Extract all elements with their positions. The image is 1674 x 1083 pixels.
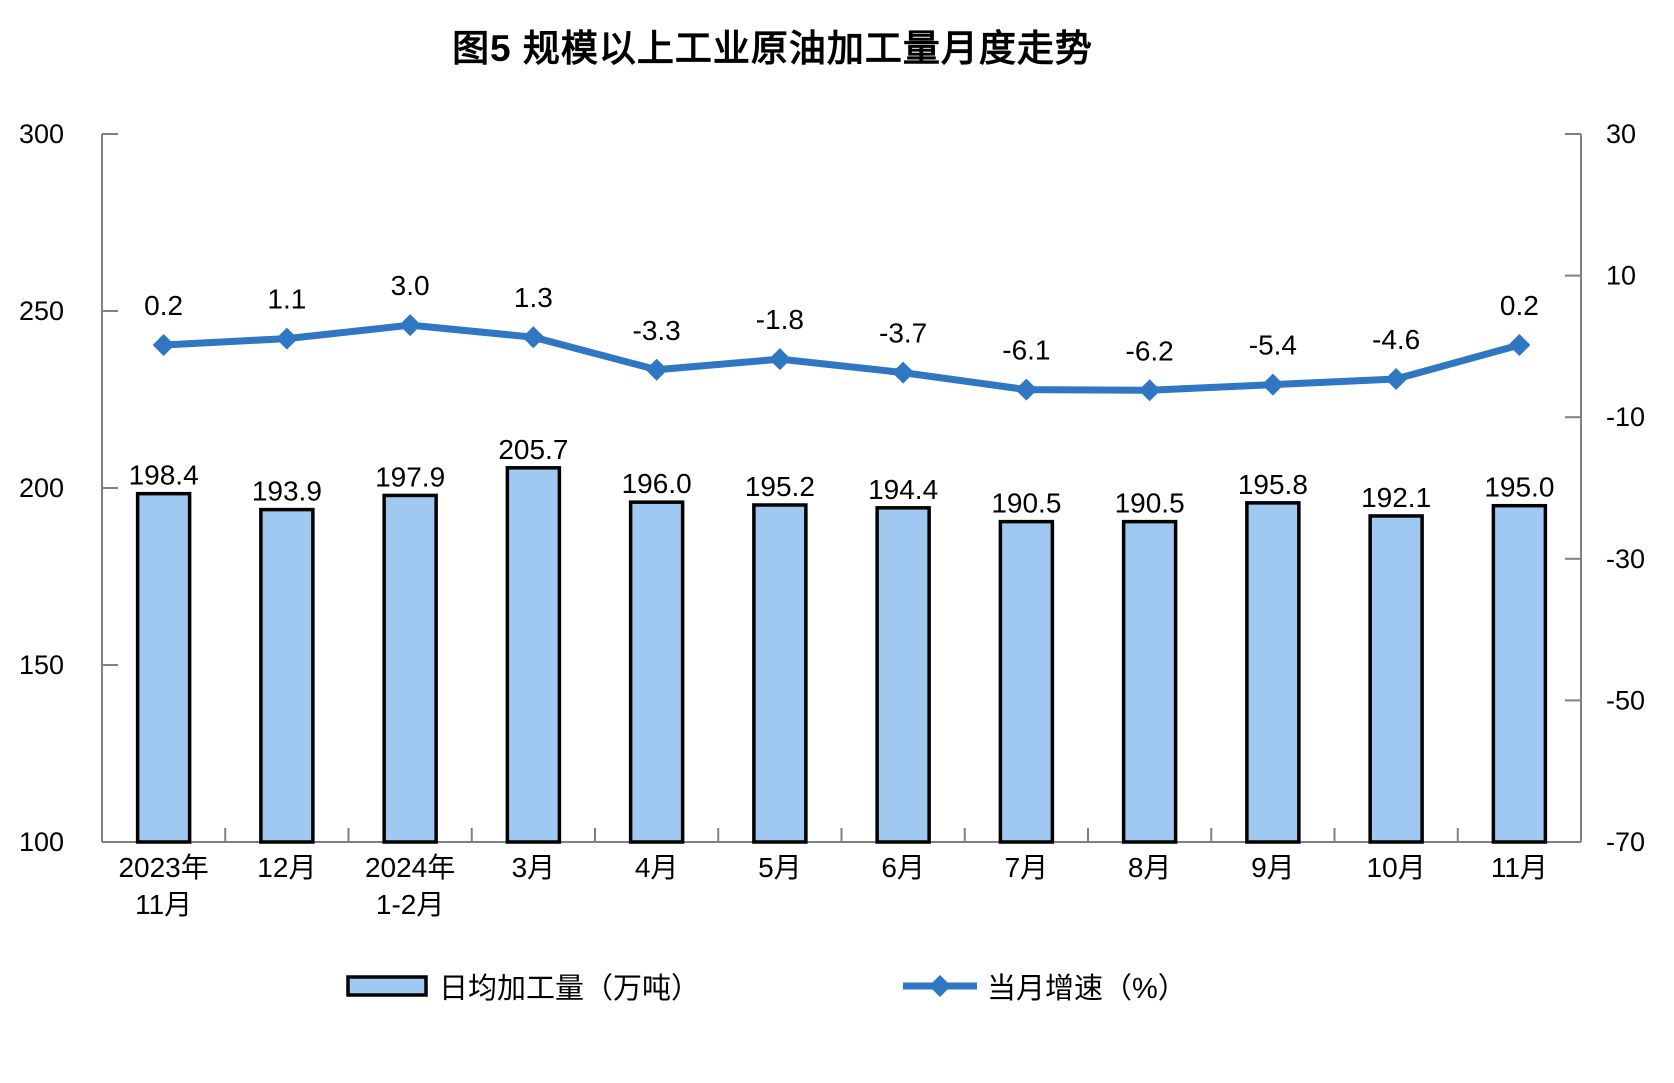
diamond-marker-icon	[522, 326, 545, 349]
svg-text:195.2: 195.2	[745, 471, 815, 502]
svg-text:8月: 8月	[1128, 852, 1172, 883]
svg-text:10: 10	[1606, 261, 1636, 291]
diamond-marker-icon	[768, 348, 791, 371]
bar	[752, 503, 808, 844]
svg-text:30: 30	[1606, 119, 1636, 149]
svg-text:10月: 10月	[1367, 852, 1426, 883]
svg-text:-6.1: -6.1	[1002, 335, 1050, 366]
svg-text:11月: 11月	[1491, 852, 1548, 883]
chart-legend: 日均加工量（万吨） 当月增速（%）	[0, 966, 1674, 1010]
svg-text:-3.3: -3.3	[633, 315, 681, 346]
svg-text:7月: 7月	[1005, 852, 1049, 883]
svg-text:200: 200	[19, 473, 64, 503]
svg-text:-4.6: -4.6	[1372, 324, 1420, 355]
svg-text:190.5: 190.5	[991, 488, 1061, 519]
line-markers	[152, 314, 1531, 402]
bar	[1245, 501, 1301, 844]
svg-text:-10: -10	[1606, 402, 1645, 432]
bar	[259, 507, 315, 844]
diamond-marker-icon	[892, 361, 915, 384]
bar	[998, 519, 1055, 844]
bar	[1368, 514, 1424, 844]
chart-title: 图5 规模以上工业原油加工量月度走势	[452, 28, 1093, 69]
svg-text:-1.8: -1.8	[756, 304, 804, 335]
legend-line-label: 当月增速（%）	[987, 973, 1187, 1005]
svg-text:1.3: 1.3	[514, 282, 553, 313]
svg-text:3.0: 3.0	[391, 270, 430, 301]
bar-value-labels: 198.4 193.9 197.9 205.7 196.0 195.2 194.4 190.5…	[129, 434, 1555, 519]
svg-text:198.4: 198.4	[129, 460, 199, 491]
svg-text:190.5: 190.5	[1115, 488, 1185, 519]
svg-text:196.0: 196.0	[622, 468, 692, 499]
diamond-marker-icon	[399, 314, 422, 337]
svg-text:250: 250	[19, 296, 64, 326]
bars-group	[135, 466, 1548, 844]
svg-text:6月: 6月	[881, 852, 925, 883]
svg-text:100: 100	[19, 827, 64, 857]
diamond-marker-icon	[275, 327, 298, 350]
svg-text:0.2: 0.2	[144, 290, 183, 321]
legend-line-item: 当月增速（%）	[903, 966, 1187, 1006]
svg-text:-30: -30	[1606, 544, 1645, 574]
svg-text:205.7: 205.7	[498, 434, 568, 465]
bar	[1121, 519, 1178, 844]
svg-text:195.0: 195.0	[1484, 472, 1554, 503]
x-category-labels: 2023年 11月 12月 2024年 1-2月 3月 4月 5月 6月 7月 8月 9月 10月 11月	[118, 852, 1547, 920]
bar	[505, 466, 562, 844]
diamond-marker-icon	[1261, 373, 1284, 396]
line-series-swatch-icon	[903, 975, 977, 997]
svg-text:-70: -70	[1606, 827, 1645, 857]
svg-text:-5.4: -5.4	[1249, 330, 1297, 361]
svg-text:3月: 3月	[512, 852, 556, 883]
svg-text:194.4: 194.4	[868, 474, 938, 505]
legend-bar-label: 日均加工量（万吨）	[439, 973, 701, 1005]
right-axis-labels: 30 10 -10 -30 -50 -70	[1606, 119, 1645, 857]
svg-text:0.2: 0.2	[1500, 290, 1539, 321]
svg-text:12月: 12月	[257, 852, 316, 883]
left-axis-labels: 300 250 200 150 100	[19, 119, 64, 857]
svg-text:-3.7: -3.7	[879, 318, 927, 349]
axes	[101, 133, 1582, 843]
diamond-marker-icon	[1138, 379, 1161, 402]
svg-text:9月: 9月	[1251, 852, 1295, 883]
diamond-marker-icon	[1508, 333, 1531, 356]
bar-series-swatch-icon	[346, 975, 428, 997]
svg-text:300: 300	[19, 119, 64, 149]
svg-text:5月: 5月	[758, 852, 802, 883]
svg-text:4月: 4月	[635, 852, 679, 883]
legend-bar-item: 日均加工量（万吨）	[345, 966, 700, 1006]
diamond-marker-icon	[1015, 378, 1038, 401]
svg-text:1.1: 1.1	[267, 284, 306, 315]
bar	[1491, 503, 1548, 844]
growth-line	[160, 321, 1523, 394]
bar	[382, 493, 438, 844]
diamond-marker-icon	[152, 333, 175, 356]
svg-text:-6.2: -6.2	[1126, 335, 1174, 366]
svg-text:193.9: 193.9	[252, 476, 322, 507]
bar	[135, 491, 192, 844]
svg-text:-50: -50	[1606, 685, 1645, 715]
svg-text:192.1: 192.1	[1361, 482, 1431, 513]
diamond-marker-icon	[645, 358, 668, 381]
svg-text:197.9: 197.9	[375, 461, 445, 492]
svg-text:150: 150	[19, 650, 64, 680]
bar	[628, 500, 685, 844]
diamond-marker-icon	[1385, 367, 1408, 390]
line-value-labels: 0.2 1.1 3.0 1.3 -3.3 -1.8 -3.7 -6.1 -6.2 -5.4 -4.6…	[144, 270, 1539, 366]
svg-text:195.8: 195.8	[1238, 469, 1308, 500]
bar	[875, 506, 931, 844]
